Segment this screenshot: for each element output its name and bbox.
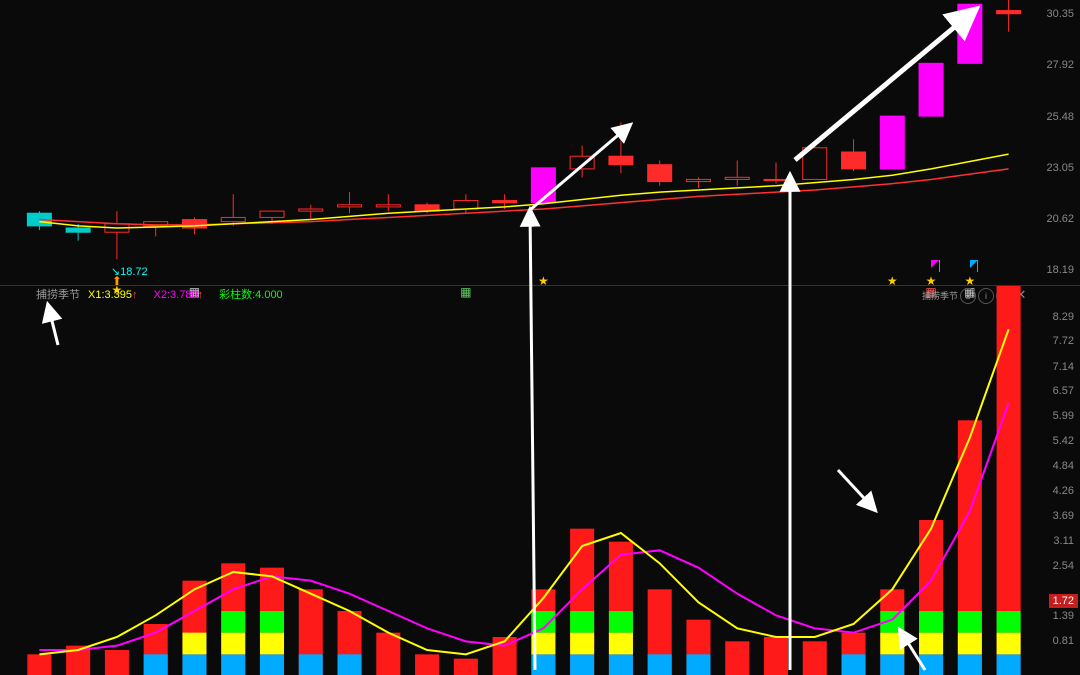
- annotation-overlay: [0, 0, 1080, 675]
